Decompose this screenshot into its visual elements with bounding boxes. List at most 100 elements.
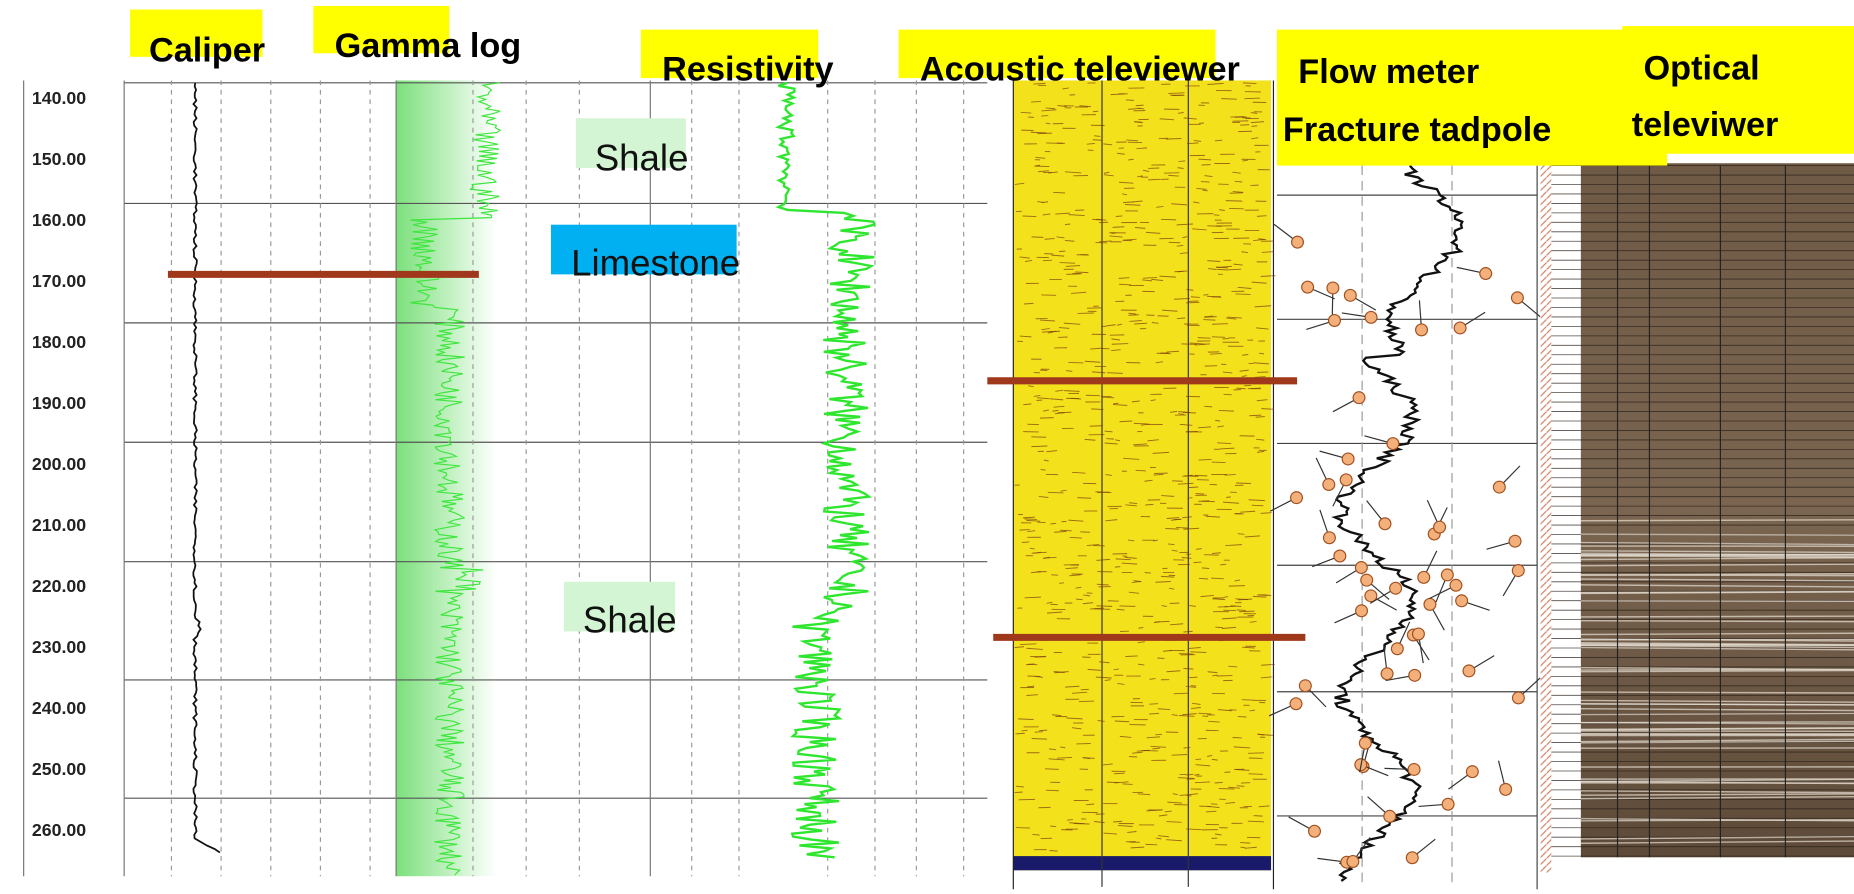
headers: Caliper Gamma log Resistivity Acoustic t…	[130, 6, 1854, 166]
depth-label: 190.00	[32, 393, 86, 413]
texture	[1031, 132, 1047, 133]
texture	[1035, 732, 1043, 733]
texture	[1235, 294, 1250, 295]
texture	[1196, 494, 1205, 495]
header: Resistivity	[662, 50, 833, 88]
tadpole	[1327, 282, 1339, 294]
texture	[1248, 821, 1264, 822]
header: Flow meter	[1298, 53, 1479, 91]
texture	[1194, 562, 1202, 563]
tadpole	[1323, 479, 1335, 491]
texture	[1050, 523, 1056, 524]
depth-label: 140.00	[32, 88, 86, 108]
texture	[1041, 469, 1046, 470]
tadpole	[1456, 595, 1468, 607]
texture	[1136, 470, 1146, 471]
tadpole	[1356, 605, 1368, 617]
texture	[1581, 734, 1854, 735]
tadpole	[1347, 856, 1359, 868]
texture	[1581, 616, 1854, 617]
tadpole	[1409, 669, 1421, 681]
texture	[1168, 544, 1175, 545]
texture	[1060, 530, 1071, 531]
texture	[1165, 528, 1179, 529]
texture	[1236, 388, 1245, 389]
texture	[1025, 519, 1037, 520]
texture	[1129, 756, 1137, 757]
depth-label: 220.00	[32, 576, 86, 596]
tadpole	[1509, 535, 1521, 547]
texture	[1226, 201, 1243, 202]
caliper-curve	[193, 83, 220, 853]
texture	[1212, 324, 1228, 325]
texture	[1214, 215, 1220, 216]
texture	[1031, 101, 1041, 102]
grid	[24, 80, 1854, 889]
texture	[1182, 344, 1197, 345]
texture	[1149, 704, 1158, 705]
tadpole	[1500, 783, 1512, 795]
acoustic-bottom	[1013, 856, 1271, 870]
tadpole	[1302, 281, 1314, 293]
header: Gamma log	[335, 27, 522, 65]
texture	[1136, 105, 1144, 106]
tadpole	[1511, 292, 1523, 304]
texture	[1184, 747, 1191, 748]
texture	[1075, 272, 1088, 273]
hatch-strip	[1541, 163, 1552, 872]
texture	[1189, 487, 1199, 488]
page: Shale Limestone Shale 140.00150.00160.00…	[0, 0, 1854, 894]
texture	[1254, 816, 1263, 817]
texture	[1581, 534, 1854, 535]
texture	[1204, 317, 1216, 318]
tadpole	[1441, 569, 1453, 581]
texture	[1252, 126, 1258, 127]
texture	[1093, 111, 1099, 112]
well-log-figure: Shale Limestone Shale 140.00150.00160.00…	[0, 0, 1854, 894]
texture	[1115, 567, 1120, 568]
tadpole	[1353, 392, 1365, 404]
texture	[1040, 370, 1047, 371]
texture	[1196, 759, 1201, 760]
tadpole	[1512, 565, 1524, 577]
texture	[1015, 733, 1024, 734]
texture	[1019, 530, 1029, 531]
lithology-label: Shale	[583, 600, 677, 641]
texture	[1060, 263, 1075, 264]
texture	[1178, 414, 1184, 415]
tadpole	[1344, 289, 1356, 301]
texture	[1023, 216, 1037, 217]
texture	[1096, 606, 1112, 607]
curves	[193, 83, 1540, 881]
texture	[1196, 549, 1202, 550]
header: Fracture tadpole	[1283, 111, 1551, 149]
texture	[1046, 790, 1059, 791]
texture	[1239, 611, 1254, 612]
texture	[1203, 320, 1215, 321]
depth-label: 230.00	[32, 637, 86, 657]
tadpole	[1340, 474, 1352, 486]
tadpole	[1480, 268, 1492, 280]
texture	[1148, 179, 1160, 180]
texture	[1168, 93, 1184, 94]
texture	[1106, 439, 1114, 440]
tadpole	[1416, 324, 1428, 336]
depth-axis: 140.00150.00160.00170.00180.00190.00200.…	[32, 88, 86, 840]
texture	[1048, 492, 1064, 493]
texture	[1204, 406, 1212, 407]
texture	[1198, 338, 1211, 339]
texture	[1198, 501, 1209, 502]
tadpole	[1324, 532, 1336, 544]
texture	[1581, 601, 1854, 602]
texture	[1111, 94, 1125, 95]
tadpole	[1387, 438, 1399, 450]
texture	[1125, 656, 1137, 657]
texture	[1203, 295, 1208, 296]
tadpole	[1454, 322, 1466, 334]
depth-label: 260.00	[32, 820, 86, 840]
tadpole	[1463, 665, 1475, 677]
texture	[1242, 700, 1254, 701]
texture	[1238, 534, 1245, 535]
tadpole	[1355, 562, 1367, 574]
tadpole	[1466, 766, 1478, 778]
